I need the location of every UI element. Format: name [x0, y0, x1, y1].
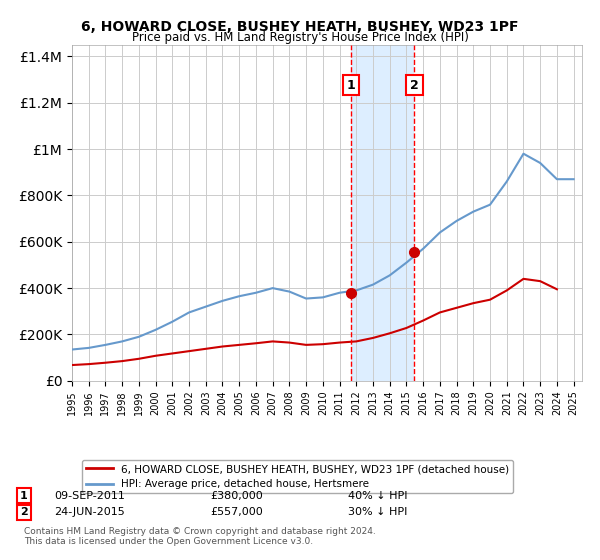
Text: 40% ↓ HPI: 40% ↓ HPI — [348, 491, 407, 501]
Text: 1: 1 — [347, 78, 355, 92]
Bar — [351, 45, 415, 381]
Legend: 6, HOWARD CLOSE, BUSHEY HEATH, BUSHEY, WD23 1PF (detached house), HPI: Average p: 6, HOWARD CLOSE, BUSHEY HEATH, BUSHEY, W… — [82, 460, 513, 493]
Text: Contains HM Land Registry data © Crown copyright and database right 2024.
This d: Contains HM Land Registry data © Crown c… — [24, 526, 376, 546]
Text: Price paid vs. HM Land Registry's House Price Index (HPI): Price paid vs. HM Land Registry's House … — [131, 31, 469, 44]
Text: 1: 1 — [20, 491, 28, 501]
Text: £557,000: £557,000 — [210, 507, 263, 517]
Text: £380,000: £380,000 — [210, 491, 263, 501]
Text: 2: 2 — [20, 507, 28, 517]
Text: 2: 2 — [410, 78, 419, 92]
Text: 09-SEP-2011: 09-SEP-2011 — [54, 491, 125, 501]
Text: 30% ↓ HPI: 30% ↓ HPI — [348, 507, 407, 517]
Text: 6, HOWARD CLOSE, BUSHEY HEATH, BUSHEY, WD23 1PF: 6, HOWARD CLOSE, BUSHEY HEATH, BUSHEY, W… — [81, 20, 519, 34]
Text: 24-JUN-2015: 24-JUN-2015 — [54, 507, 125, 517]
